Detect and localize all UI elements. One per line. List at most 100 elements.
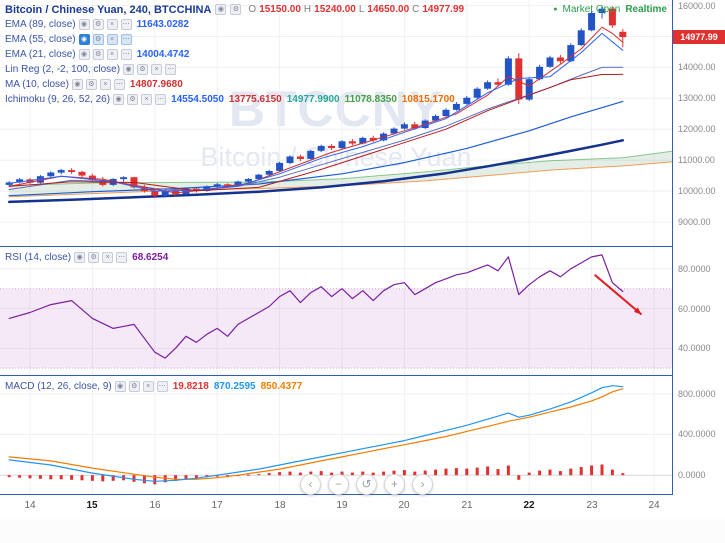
time-tick: 14	[24, 500, 36, 511]
delete-icon[interactable]: ×	[99, 79, 111, 90]
visibility-icon[interactable]: ◉	[78, 34, 90, 45]
more-icon[interactable]: ⋯	[120, 49, 132, 60]
indicator-label[interactable]: Lin Reg (2, -2, 100, close)	[5, 64, 121, 75]
indicator-value: 68.6254	[132, 252, 169, 263]
indicator-label[interactable]: RSI (14, close)	[5, 252, 72, 263]
visibility-icon[interactable]: ◉	[78, 19, 90, 30]
zoom-out-button[interactable]: −	[328, 474, 349, 495]
indicator-value: 13775.6150	[228, 94, 282, 105]
last-price-label: 14977.99	[673, 30, 725, 44]
delete-icon[interactable]: ×	[142, 381, 154, 392]
delete-icon[interactable]: ×	[106, 34, 118, 45]
scroll-right-button[interactable]: ›	[412, 474, 433, 495]
pane-price-canvas[interactable]	[0, 0, 672, 246]
visibility-icon[interactable]: ◉	[78, 49, 90, 60]
indicator-value: 10815.1700	[401, 94, 455, 105]
delete-icon[interactable]: ×	[106, 19, 118, 30]
time-tick: 23	[586, 500, 598, 511]
axis-separator	[672, 0, 673, 495]
symbol-title[interactable]: Bitcoin / Chinese Yuan, 240, BTCCHINA	[5, 3, 212, 16]
settings-icon[interactable]: ⚙	[92, 34, 104, 45]
more-icon[interactable]: ⋯	[156, 381, 168, 392]
more-icon[interactable]: ⋯	[116, 252, 128, 263]
price-axis-label: 11000.00	[678, 155, 715, 166]
settings-icon[interactable]: ⚙	[85, 79, 97, 90]
price-axis-label: 12000.00	[678, 124, 716, 135]
low-label: L	[358, 4, 365, 15]
more-icon[interactable]: ⋯	[113, 79, 125, 90]
open-value: 15150.00	[259, 4, 301, 15]
pane-separator[interactable]	[0, 375, 725, 376]
indicator-label[interactable]: Ichimoku (9, 26, 52, 26)	[5, 94, 111, 105]
macd-axis-label: 800.0000	[678, 388, 716, 399]
visibility-icon[interactable]: ◉	[123, 64, 135, 75]
zoom-in-button[interactable]: +	[384, 474, 405, 495]
market-open-label: Market Open	[562, 4, 621, 15]
settings-icon[interactable]: ⚙	[137, 64, 149, 75]
time-axis[interactable]: 14 15 16 17 18 19 20 21 22 23 24	[0, 495, 672, 519]
more-icon[interactable]: ⋯	[120, 19, 132, 30]
indicator-value: 870.2595	[213, 381, 256, 392]
visibility-icon[interactable]: ◉	[215, 4, 227, 15]
high-value: 15240.00	[314, 4, 356, 15]
market-status: ● Market Open Realtime	[553, 4, 667, 15]
indicator-row: MACD (12, 26, close, 9) ◉ ⚙ × ⋯ 19.8218 870.25…	[5, 379, 302, 394]
visibility-icon[interactable]: ◉	[71, 79, 83, 90]
delete-icon[interactable]: ×	[141, 94, 153, 105]
settings-icon[interactable]: ⚙	[92, 19, 104, 30]
indicator-label[interactable]: MACD (12, 26, close, 9)	[5, 381, 112, 392]
delete-icon[interactable]: ×	[102, 252, 114, 263]
scroll-left-button[interactable]: ‹	[300, 474, 321, 495]
indicator-row: EMA (21, close) ◉ ⚙ × ⋯ 14004.4742	[5, 47, 455, 62]
ohlc-values: O 15150.00 H 15240.00 L 14650.00 C 14977…	[248, 4, 464, 15]
time-tick: 22	[523, 500, 535, 511]
indicator-label[interactable]: MA (10, close)	[5, 79, 69, 90]
settings-icon[interactable]: ⚙	[128, 381, 140, 392]
time-tick: 17	[211, 500, 223, 511]
time-tick: 24	[648, 500, 660, 511]
time-tick: 20	[398, 500, 410, 511]
rsi-pane[interactable]: RSI (14, close) ◉ ⚙ × ⋯ 68.6254	[0, 247, 672, 375]
indicator-label[interactable]: EMA (89, close)	[5, 19, 76, 30]
indicator-row: EMA (89, close) ◉ ⚙ × ⋯ 11643.0282	[5, 17, 455, 32]
settings-icon[interactable]: ⚙	[88, 252, 100, 263]
pane-rsi-canvas[interactable]	[0, 247, 672, 375]
visibility-icon[interactable]: ◉	[114, 381, 126, 392]
pane-separator[interactable]	[0, 246, 725, 247]
rsi-legend: RSI (14, close) ◉ ⚙ × ⋯ 68.6254	[5, 250, 168, 265]
time-tick: 15	[86, 500, 98, 511]
settings-icon[interactable]: ⚙	[127, 94, 139, 105]
price-pane[interactable]: BTCCNY Bitcoin / Chinese Yuan EMA (89, c…	[0, 0, 672, 246]
more-icon[interactable]: ⋯	[165, 64, 177, 75]
close-label: C	[412, 4, 420, 15]
time-tick: 21	[461, 500, 473, 511]
visibility-icon[interactable]: ◉	[113, 94, 125, 105]
more-icon[interactable]: ⋯	[155, 94, 167, 105]
delete-icon[interactable]: ×	[151, 64, 163, 75]
visibility-icon[interactable]: ◉	[74, 252, 86, 263]
indicator-value: 19.8218	[172, 381, 209, 392]
price-axis-label: 9000.00	[678, 217, 711, 227]
more-icon[interactable]: ⋯	[120, 34, 132, 45]
rsi-axis-label: 40.0000	[678, 343, 711, 354]
reset-view-button[interactable]: ↺	[356, 474, 377, 495]
settings-icon[interactable]: ⚙	[230, 4, 242, 15]
macd-axis-label: 0.0000	[678, 470, 706, 481]
chart-header: Bitcoin / Chinese Yuan, 240, BTCCHINA ◉ …	[5, 3, 667, 16]
delete-icon[interactable]: ×	[106, 49, 118, 60]
price-axis[interactable]: 14977.99 16000.0015000.0014000.0013000.0…	[673, 0, 725, 495]
time-tick: 19	[336, 500, 348, 511]
price-axis-label: 13000.00	[678, 93, 716, 104]
bottom-strip	[0, 519, 725, 543]
high-label: H	[303, 4, 312, 15]
trend-arrow-annotation[interactable]	[594, 274, 643, 316]
indicator-label[interactable]: EMA (21, close)	[5, 49, 76, 60]
settings-icon[interactable]: ⚙	[92, 49, 104, 60]
macd-pane[interactable]: MACD (12, 26, close, 9) ◉ ⚙ × ⋯ 19.8218 870.25…	[0, 376, 672, 494]
indicator-label[interactable]: EMA (55, close)	[5, 34, 76, 45]
indicator-row: RSI (14, close) ◉ ⚙ × ⋯ 68.6254	[5, 250, 168, 265]
price-axis-label: 14000.00	[678, 62, 716, 73]
close-value: 14977.99	[422, 4, 465, 15]
low-value: 14650.00	[367, 4, 410, 15]
